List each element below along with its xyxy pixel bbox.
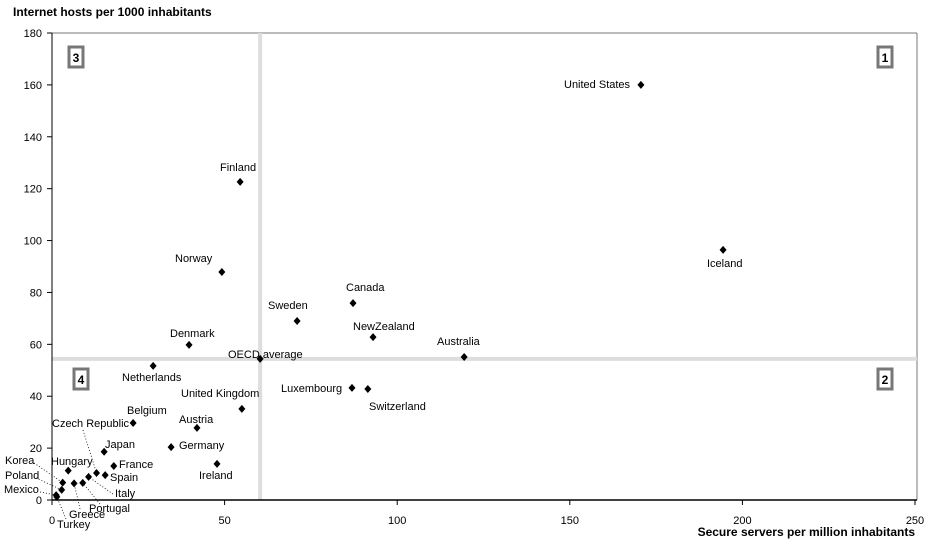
quadrant-box xyxy=(876,367,894,391)
point-label-canada: Canada xyxy=(346,282,385,294)
point-label-czech-republic: Czech Republic xyxy=(52,418,130,430)
leader-line-greece xyxy=(73,483,81,510)
point-canada xyxy=(349,299,357,308)
reference-lines xyxy=(52,33,917,500)
point-korea xyxy=(59,478,67,487)
point-label-france: France xyxy=(119,459,153,471)
quadrant-label-1: 1 xyxy=(882,51,889,65)
point-label-netherlands: Netherlands xyxy=(122,372,182,384)
point-label-united-kingdom: United Kingdom xyxy=(181,388,259,400)
y-tick-label: 160 xyxy=(24,80,42,92)
point-austria xyxy=(193,423,201,432)
axis-ticks: 0 20 40 60 80 100 120 140 160 180 0 50 100 150 200 250 xyxy=(24,28,925,527)
y-axis-title: Internet hosts per 1000 inhabitants xyxy=(13,5,212,19)
point-poland xyxy=(58,485,66,494)
quadrant-label-2: 2 xyxy=(882,373,889,387)
point-label-denmark: Denmark xyxy=(170,328,215,340)
x-tick-label: 0 xyxy=(49,515,55,527)
point-label-korea: Korea xyxy=(5,455,35,467)
point-label-belgium: Belgium xyxy=(127,405,167,417)
point-label-portugal: Portugal xyxy=(89,503,130,515)
point-united-states xyxy=(637,80,645,89)
x-tick-label: 200 xyxy=(733,515,751,527)
x-axis-title: Secure servers per million inhabitants xyxy=(698,525,916,539)
quadrant-box xyxy=(67,45,85,69)
leader-line-portugal xyxy=(82,482,101,505)
point-iceland xyxy=(719,245,727,254)
point-newzealand xyxy=(369,333,377,342)
quadrant-label-4: 4 xyxy=(78,373,85,387)
point-label-luxembourg: Luxembourg xyxy=(281,383,342,395)
point-label-norway: Norway xyxy=(175,253,213,265)
quadrant-box xyxy=(72,367,90,391)
point-france xyxy=(110,462,118,471)
point-germany xyxy=(167,443,175,452)
point-luxembourg xyxy=(348,383,356,392)
y-tick-label: 20 xyxy=(30,443,42,455)
point-label-spain: Spain xyxy=(110,472,138,484)
point-label-oecd-average: OECD average xyxy=(228,349,303,361)
y-tick-label: 180 xyxy=(24,28,42,40)
point-italy xyxy=(85,472,93,481)
point-australia xyxy=(460,353,468,362)
point-label-turkey: Turkey xyxy=(57,519,91,531)
point-label-italy: Italy xyxy=(115,488,136,500)
leader-lines xyxy=(33,429,114,520)
y-tick-label: 100 xyxy=(24,236,42,248)
leader-line-turkey xyxy=(56,496,67,520)
x-tick-label: 250 xyxy=(906,515,924,527)
point-label-newzealand: NewZealand xyxy=(353,321,415,333)
point-ireland xyxy=(213,459,221,468)
point-greece xyxy=(70,479,78,488)
point-spain xyxy=(101,471,109,480)
point-label-greece: Greece xyxy=(69,509,105,521)
point-sweden xyxy=(293,316,301,325)
point-label-germany: Germany xyxy=(179,440,225,452)
point-netherlands xyxy=(149,361,157,370)
y-tick-label: 0 xyxy=(36,495,42,507)
x-tick-label: 100 xyxy=(388,515,406,527)
point-label-hungary: Hungary xyxy=(51,456,93,468)
quadrant-labels: 1 2 3 4 xyxy=(67,45,894,391)
point-denmark xyxy=(185,340,193,349)
leader-line-poland xyxy=(35,477,62,491)
point-portugal xyxy=(79,478,87,487)
point-label-australia: Australia xyxy=(437,336,481,348)
point-label-poland: Poland xyxy=(5,470,39,482)
point-czech-republic xyxy=(93,469,101,478)
point-label-switzerland: Switzerland xyxy=(369,401,426,413)
point-label-mexico: Mexico xyxy=(4,484,39,496)
data-points: United States Iceland Finland Norway Canada S… xyxy=(4,79,742,531)
point-belgium xyxy=(129,418,137,427)
plot-frame xyxy=(52,32,918,500)
point-finland xyxy=(236,177,244,186)
point-label-japan: Japan xyxy=(105,439,135,451)
point-turkey xyxy=(53,492,61,501)
point-label-united-states: United States xyxy=(564,79,631,91)
point-label-ireland: Ireland xyxy=(199,470,233,482)
point-hungary xyxy=(64,466,72,475)
quadrant-label-3: 3 xyxy=(73,51,80,65)
point-japan xyxy=(100,447,108,456)
point-norway xyxy=(218,267,226,276)
point-oecd-average xyxy=(256,354,264,363)
point-switzerland xyxy=(364,384,372,393)
y-tick-label: 140 xyxy=(24,132,42,144)
point-united-kingdom xyxy=(238,404,246,413)
y-tick-label: 120 xyxy=(24,184,42,196)
y-tick-label: 40 xyxy=(30,391,42,403)
y-tick-label: 60 xyxy=(30,339,42,351)
point-label-finland: Finland xyxy=(220,162,256,174)
point-label-sweden: Sweden xyxy=(268,300,308,312)
leader-line-italy xyxy=(88,476,114,495)
x-tick-label: 150 xyxy=(561,515,579,527)
quadrant-box xyxy=(876,45,894,69)
point-label-austria: Austria xyxy=(179,414,214,426)
point-label-iceland: Iceland xyxy=(707,258,742,270)
x-tick-label: 50 xyxy=(218,515,230,527)
y-tick-label: 80 xyxy=(30,287,42,299)
